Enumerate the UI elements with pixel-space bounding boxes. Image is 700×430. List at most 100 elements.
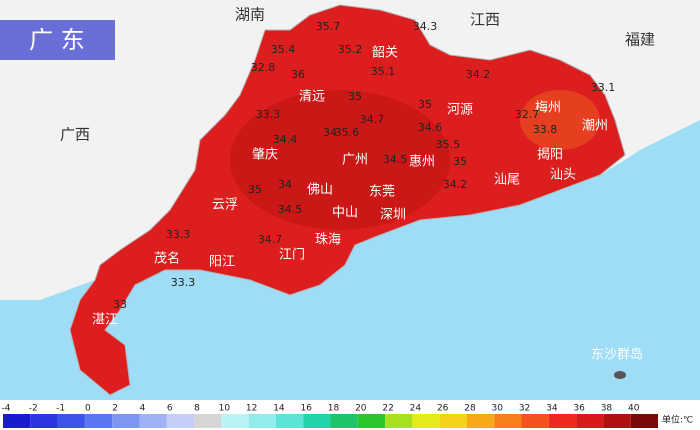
legend-tick-label: 2 [112, 404, 118, 414]
temperature-label: 35.7 [316, 20, 341, 33]
island [614, 371, 626, 379]
city-label: 东沙群岛 [591, 347, 643, 363]
legend-swatch [275, 414, 304, 428]
city-label: 汕头 [550, 168, 576, 183]
legend-swatch [3, 414, 31, 428]
legend-swatch [139, 414, 167, 428]
legend-swatch [248, 414, 276, 428]
temperature-label: 35.1 [371, 65, 396, 78]
temperature-label: 35 [418, 98, 432, 111]
legend-tick-label: -1 [56, 404, 65, 414]
legend-tick-label: 10 [219, 404, 231, 414]
legend-tick-label: 30 [492, 404, 504, 414]
legend-tick-label: 14 [273, 404, 285, 414]
neighbor-label: 江西 [470, 11, 500, 29]
hot-zone [230, 90, 450, 230]
legend-tick-label: 12 [246, 404, 257, 414]
neighbor-label: 广西 [60, 126, 90, 144]
legend-swatch [385, 414, 413, 428]
city-label: 揭阳 [537, 148, 563, 163]
temperature-label: 36 [291, 68, 305, 81]
legend-swatch [603, 414, 631, 428]
legend-swatch [330, 414, 358, 428]
legend-tick-label: 4 [140, 404, 146, 414]
temperature-label: 34 [323, 126, 337, 139]
temperature-label: 34.2 [466, 68, 491, 81]
temperature-label: 33.8 [533, 123, 558, 136]
temperature-label: 35 [348, 90, 362, 103]
city-label: 惠州 [409, 155, 435, 170]
legend-tick-label: 24 [410, 404, 422, 414]
temperature-label: 33.3 [166, 228, 191, 241]
temperature-label: 33.3 [171, 276, 196, 289]
legend-tick-label: -4 [2, 404, 11, 414]
temperature-label: 32.8 [251, 61, 276, 74]
legend-swatch [576, 414, 604, 428]
legend-swatch [166, 414, 195, 428]
city-label: 梅州 [535, 101, 561, 116]
city-label: 广州 [342, 153, 368, 168]
city-label: 潮州 [582, 119, 608, 134]
temperature-label: 34.3 [413, 20, 438, 33]
city-label: 茂名 [154, 251, 180, 267]
guangdong [69, 4, 626, 396]
legend-swatch [466, 414, 495, 428]
temperature-label: 35.6 [335, 126, 360, 139]
city-label: 河源 [447, 103, 473, 118]
temperature-label: 33.1 [591, 81, 616, 94]
legend-swatch [439, 414, 467, 428]
title-box [0, 20, 115, 60]
title: 广 东 [29, 26, 85, 54]
city-label: 湛江 [92, 313, 118, 328]
legend-swatch [112, 414, 140, 428]
temperature-label: 33 [113, 298, 127, 311]
legend-unit: 单位:℃ [662, 414, 693, 426]
temperature-label: 35 [453, 155, 467, 168]
temperature-label: 34.6 [418, 121, 443, 134]
legend-tick-label: 16 [300, 404, 312, 414]
city-label: 阳江 [209, 255, 235, 270]
legend-swatch [357, 414, 386, 428]
city-label: 云浮 [212, 198, 238, 213]
legend-tick-label: 0 [85, 404, 91, 414]
temperature-label: 34.5 [383, 153, 408, 166]
city-label: 深圳 [380, 208, 406, 223]
legend-tick-label: 38 [601, 404, 613, 414]
legend-tick-label: 18 [328, 404, 340, 414]
city-label: 汕尾 [494, 173, 520, 188]
temperature-label: 35.5 [436, 138, 461, 151]
legend-tick-label: 36 [573, 404, 585, 414]
legend-swatch [521, 414, 549, 428]
temperature-label: 34.2 [443, 178, 468, 191]
temperature-label: 34.7 [360, 113, 385, 126]
temperature-label: 35 [248, 183, 262, 196]
legend-tick-label: 32 [519, 404, 530, 414]
legend-tick-label: 22 [382, 404, 393, 414]
temperature-label: 34.5 [278, 203, 303, 216]
warm-zone [520, 90, 600, 150]
city-label: 中山 [332, 206, 358, 221]
neighbor-label: 湖南 [235, 6, 265, 24]
temperature-label: 34.7 [258, 233, 283, 246]
legend-tick-label: 26 [437, 404, 449, 414]
temperature-label: 35.4 [271, 43, 296, 56]
city-label: 江门 [279, 248, 305, 263]
legend-tick-label: 8 [194, 404, 200, 414]
legend-swatch [494, 414, 522, 428]
city-label: 清远 [299, 90, 325, 105]
legend-tick-label: -2 [29, 404, 38, 414]
legend-tick-label: 28 [464, 404, 476, 414]
legend-swatch [57, 414, 85, 428]
legend-tick-label: 40 [628, 404, 640, 414]
temperature-label: 32.7 [515, 108, 540, 121]
temperature-label: 35.2 [338, 43, 363, 56]
city-label: 珠海 [315, 233, 341, 248]
legend-swatch [221, 414, 249, 428]
legend-swatch [630, 414, 658, 428]
legend-swatch [194, 414, 222, 428]
legend-swatch [412, 414, 440, 428]
city-label: 佛山 [307, 183, 333, 198]
temperature-label: 33.3 [256, 108, 281, 121]
